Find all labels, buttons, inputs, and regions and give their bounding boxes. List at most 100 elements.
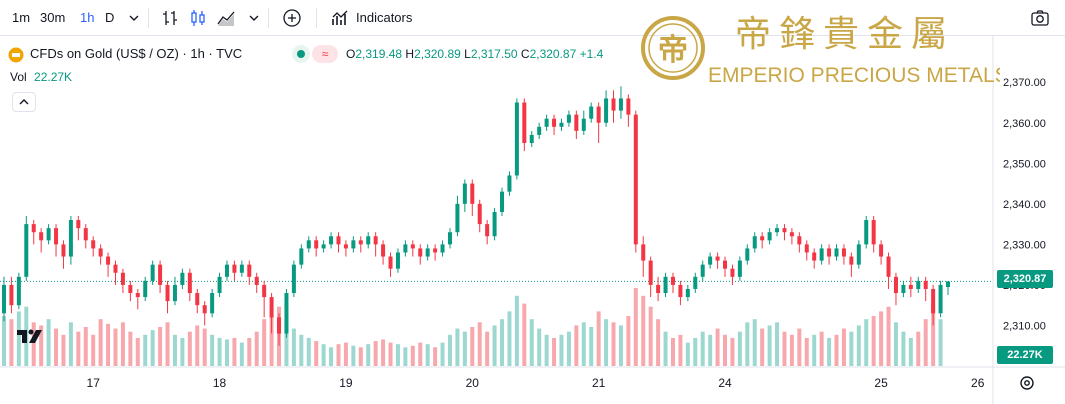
interval-1m[interactable]: 1m — [12, 10, 31, 25]
candle-body — [581, 118, 586, 131]
volume-bar — [663, 331, 668, 366]
volume-bar — [559, 334, 564, 366]
candle-body — [938, 284, 943, 314]
chevron-down-icon[interactable] — [124, 8, 144, 28]
volume-bar — [195, 325, 200, 366]
volume-bar — [492, 325, 497, 366]
y-tick-label: 2,350.00 — [1003, 158, 1046, 170]
volume-bar — [760, 328, 765, 366]
volume-bar — [135, 337, 140, 366]
volume-bar — [395, 344, 400, 366]
chevron-down-icon[interactable] — [244, 8, 264, 28]
close-value: 2,320.87 — [529, 47, 577, 61]
interval-30m[interactable]: 30m — [40, 10, 66, 25]
volume-bar — [366, 344, 371, 366]
candle-body — [31, 224, 36, 233]
indicators-icon[interactable] — [330, 8, 350, 28]
candle-body — [232, 264, 237, 273]
interval-1h[interactable]: 1h — [80, 10, 95, 25]
volume-bar — [708, 334, 713, 366]
candle-body — [752, 236, 757, 249]
x-tick-label: 17 — [87, 376, 101, 390]
volume-bar — [670, 337, 675, 366]
symbol-title[interactable]: CFDs on Gold (US$ / OZ) · 1h · TVC — [30, 46, 243, 61]
volume-bar — [336, 344, 341, 366]
area-icon[interactable] — [216, 8, 236, 28]
camera-icon[interactable] — [1030, 8, 1050, 28]
candle-body — [113, 264, 118, 273]
delayed-data-icon[interactable]: ≈ — [312, 45, 338, 63]
candle-body — [886, 256, 891, 277]
volume-bar — [767, 325, 772, 366]
candle-body — [901, 284, 906, 294]
candle-body — [708, 256, 713, 265]
volume-bar — [239, 342, 244, 366]
volume-bar — [500, 319, 505, 366]
candle-body — [98, 248, 103, 257]
volume-bar — [737, 331, 742, 366]
candle-body — [462, 183, 467, 204]
candle-body — [908, 284, 913, 289]
add-compare-icon[interactable] — [282, 8, 302, 28]
price-chart[interactable]: 2,310.002,320.002,330.002,340.002,350.00… — [0, 36, 1065, 404]
y-tick-label: 2,330.00 — [1003, 239, 1046, 251]
volume-bar — [485, 331, 490, 366]
candle-body — [403, 244, 408, 253]
settings-gear-icon[interactable] — [1018, 374, 1036, 392]
candle-body — [343, 244, 348, 249]
volume-bar — [700, 331, 705, 366]
candle-body — [291, 264, 296, 294]
candle-body — [128, 284, 133, 294]
candle-body — [247, 264, 252, 277]
indicators-button[interactable]: Indicators — [356, 10, 413, 25]
volume-bar — [321, 344, 326, 366]
interval-d[interactable]: D — [105, 10, 115, 25]
volume-bar — [106, 323, 111, 366]
candle-body — [626, 98, 631, 115]
y-tick-label: 2,340.00 — [1003, 199, 1046, 211]
bar-chart-icon[interactable] — [160, 8, 180, 28]
candle-body — [76, 220, 81, 229]
candle-body — [782, 228, 787, 233]
volume-bar — [931, 303, 936, 366]
volume-bar — [871, 316, 876, 366]
candle-body — [336, 236, 341, 245]
candle-body — [447, 232, 452, 245]
volume-bar — [306, 337, 311, 366]
candle-body — [351, 240, 356, 249]
candles-icon[interactable] — [188, 8, 208, 28]
candle-body — [477, 203, 482, 225]
candle-body — [485, 224, 490, 237]
candle-body — [946, 281, 950, 288]
candle-body — [789, 232, 794, 237]
candle-body — [187, 272, 192, 294]
brand-logo: 帝 帝鋒貴金屬 EMPERIO PRECIOUS METALS — [641, 14, 1000, 87]
candle-body — [433, 248, 438, 253]
candle-body — [819, 248, 824, 261]
collapse-legend-button[interactable] — [12, 92, 36, 112]
candle-body — [618, 98, 623, 111]
candle-body — [663, 276, 668, 294]
volume-bar — [343, 342, 348, 366]
candle-body — [841, 248, 846, 257]
volume-bar — [447, 334, 452, 366]
candle-body — [812, 252, 817, 261]
candle-body — [693, 276, 698, 289]
volume-bar — [745, 322, 750, 366]
volume-bar — [797, 328, 802, 366]
volume-bar — [752, 319, 757, 366]
candle-body — [767, 232, 772, 241]
volume-bar — [775, 322, 780, 366]
candle-body — [879, 244, 884, 257]
volume-bar — [715, 328, 720, 366]
candle-body — [395, 252, 400, 269]
candle-body — [120, 272, 125, 285]
volume-bar — [908, 337, 913, 366]
candle-body — [224, 264, 229, 277]
volume-bar — [574, 325, 579, 366]
candle-body — [552, 118, 557, 127]
candle-body — [61, 244, 66, 257]
logo-emblem-char: 帝 — [658, 33, 688, 68]
candle-body — [604, 98, 609, 123]
candle-body — [277, 317, 282, 334]
